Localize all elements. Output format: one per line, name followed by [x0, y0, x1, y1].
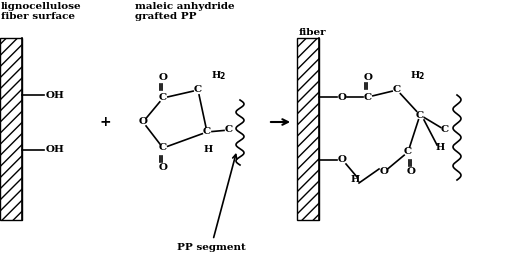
Text: O: O [139, 117, 147, 126]
Text: H: H [203, 146, 213, 155]
Text: C: C [225, 125, 233, 134]
Text: C: C [364, 93, 372, 101]
Text: fiber surface: fiber surface [1, 12, 75, 21]
Text: O: O [406, 167, 416, 176]
Text: C: C [441, 125, 449, 134]
Text: grafted PP: grafted PP [135, 12, 197, 21]
Text: OH: OH [46, 91, 65, 100]
Text: H: H [350, 175, 359, 184]
Text: O: O [159, 164, 167, 173]
Text: fiber: fiber [299, 28, 327, 37]
Bar [0, 38, 22, 220]
Text: C: C [404, 148, 412, 157]
Text: H: H [411, 71, 420, 80]
Text: C: C [393, 85, 401, 94]
Text: C: C [416, 110, 424, 119]
Bar [297, 38, 319, 220]
Text: O: O [364, 72, 372, 82]
Text: PP segment: PP segment [177, 155, 245, 252]
Text: maleic anhydride: maleic anhydride [135, 2, 235, 11]
Text: O: O [380, 167, 388, 176]
Text: C: C [159, 143, 167, 152]
Text: OH: OH [46, 146, 65, 155]
Text: 2: 2 [418, 72, 423, 81]
Text: C: C [203, 127, 211, 136]
Text: O: O [159, 74, 167, 83]
Text: H: H [212, 71, 221, 80]
Text: C: C [194, 85, 202, 94]
Text: 2: 2 [219, 72, 224, 81]
Text: O: O [337, 156, 347, 165]
Text: C: C [159, 93, 167, 102]
Text: H: H [435, 143, 444, 152]
Text: lignocellulose: lignocellulose [1, 2, 81, 11]
Text: +: + [99, 115, 111, 129]
Text: O: O [337, 93, 347, 101]
